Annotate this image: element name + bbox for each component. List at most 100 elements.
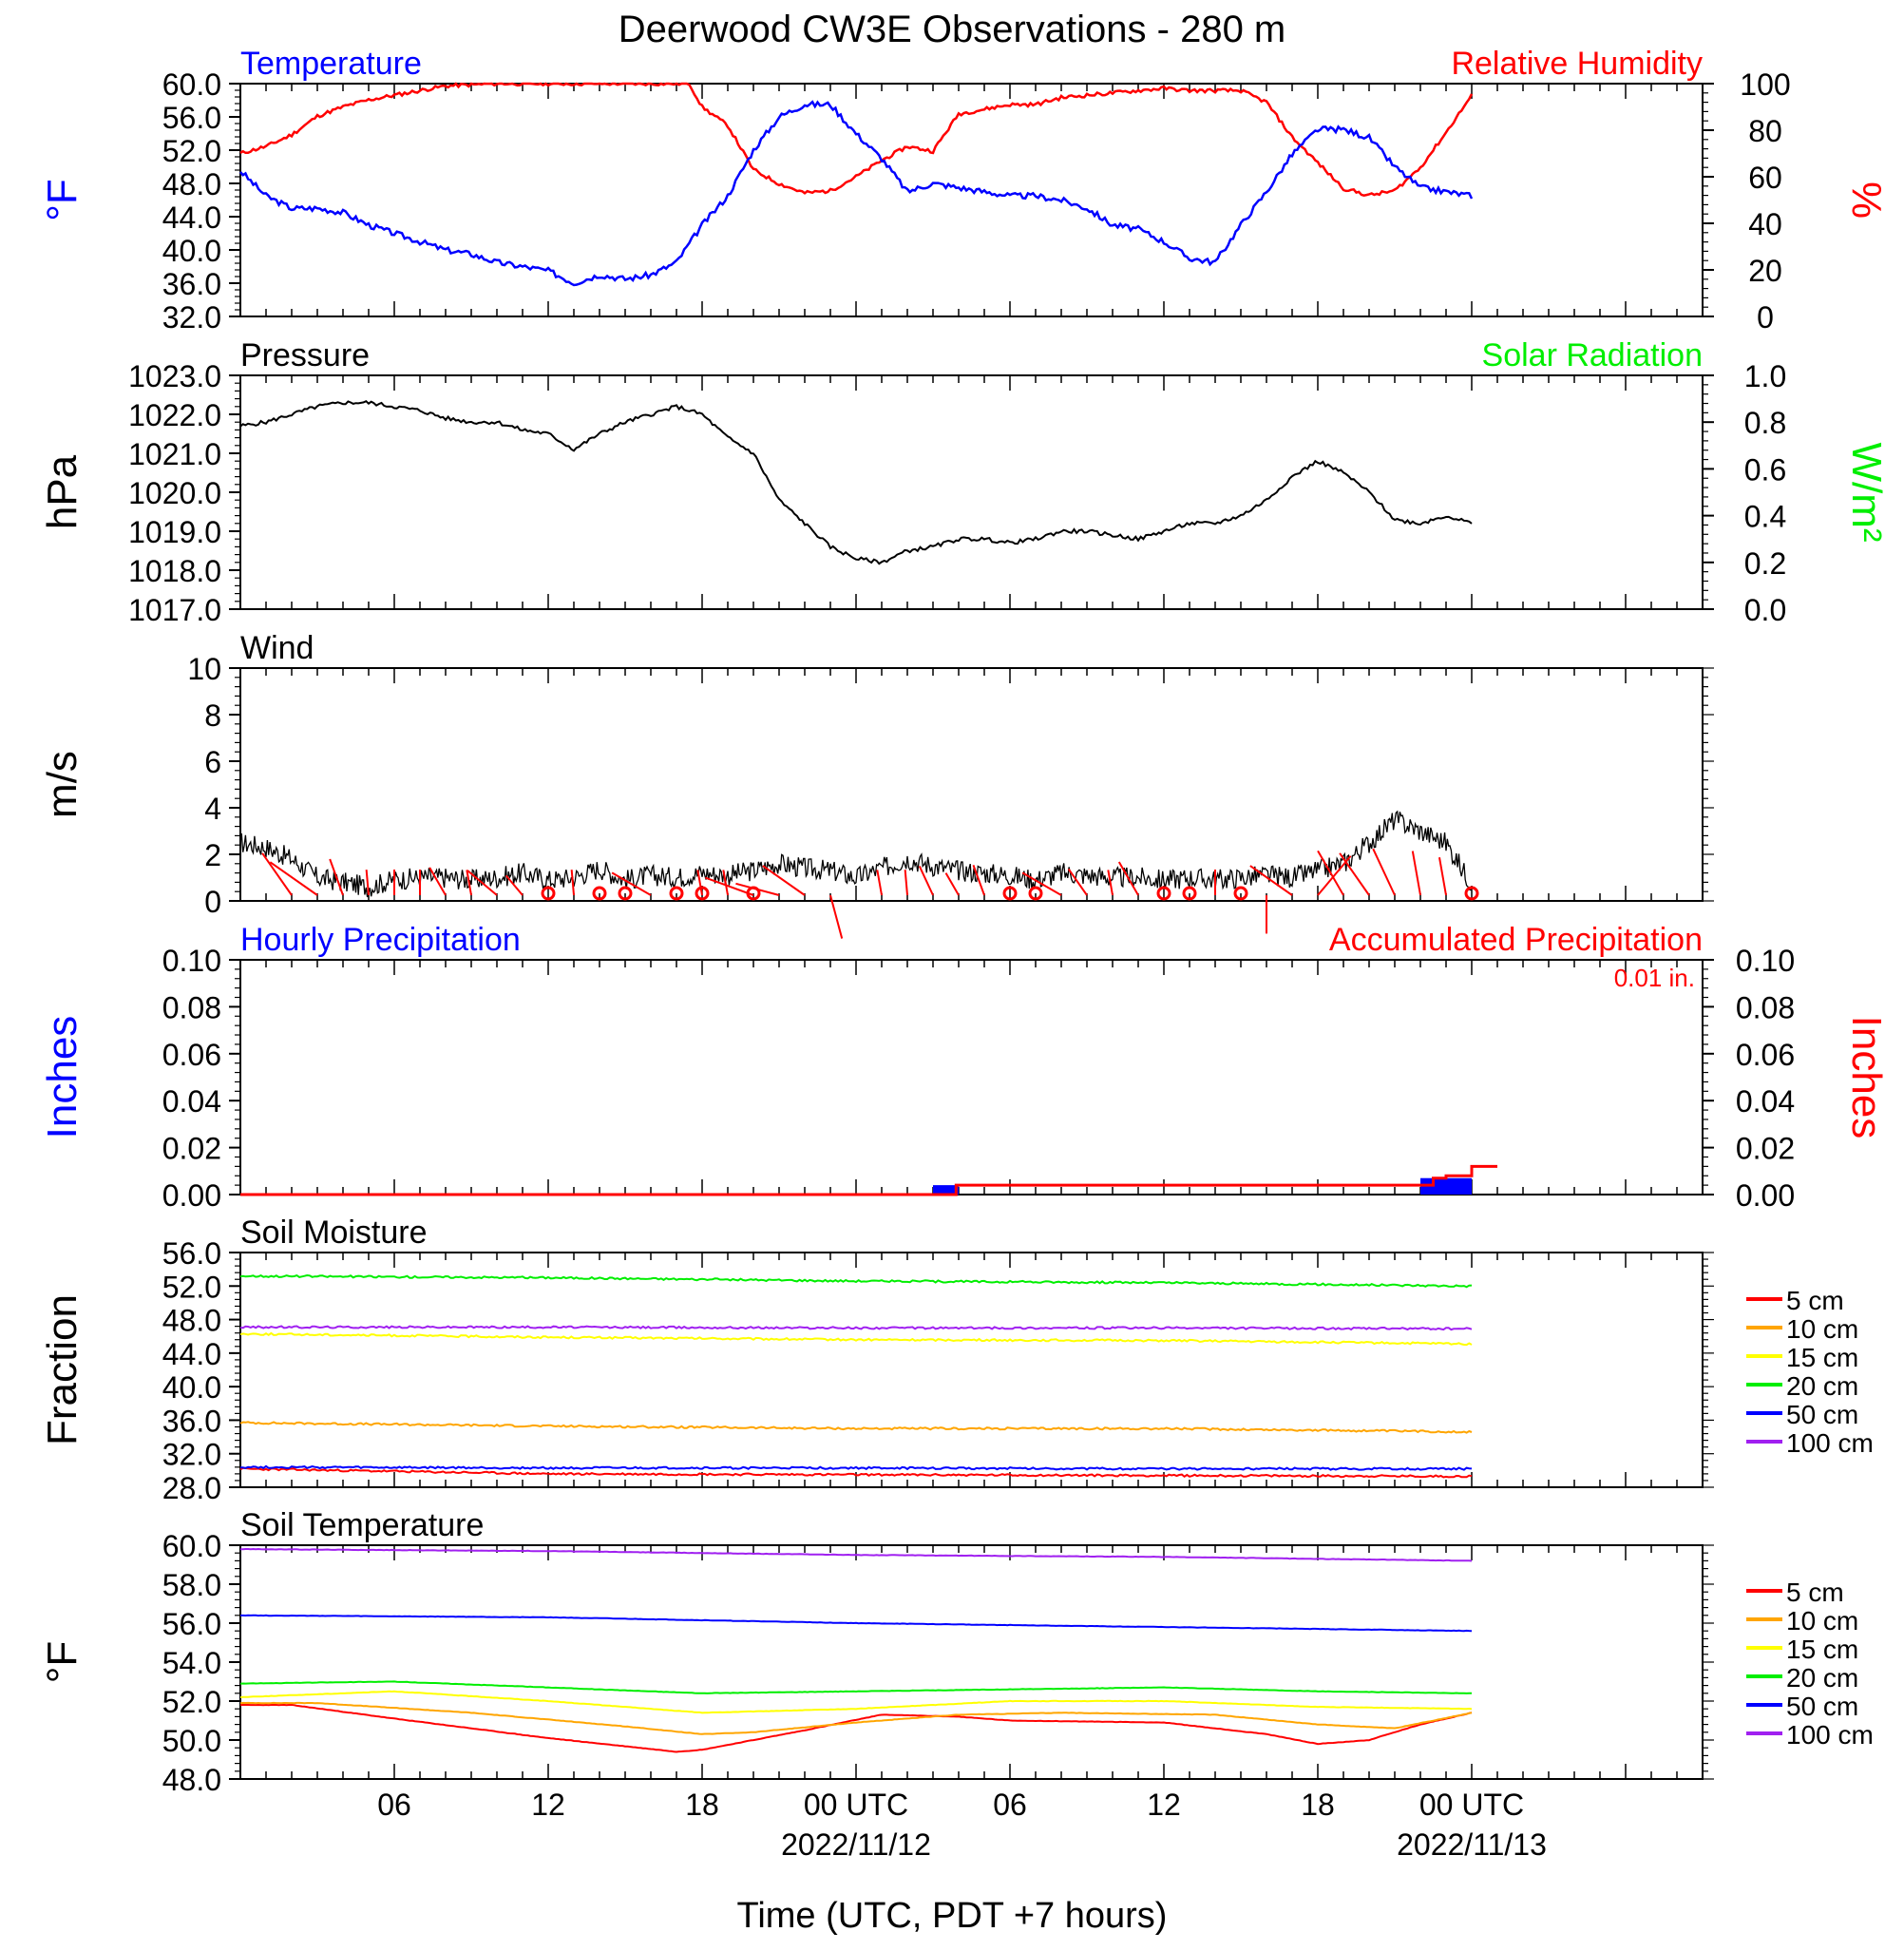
x-tick-label: 12: [531, 1788, 565, 1822]
panel-title-wind: Wind: [240, 630, 314, 666]
wind-barb: [705, 876, 754, 896]
y-axis-label: m/s: [39, 751, 86, 818]
y-tick-label-right: 0.10: [1736, 944, 1795, 978]
y-tick-label-right: 0.0: [1744, 593, 1786, 627]
y-axis-label: Inches: [39, 1016, 86, 1139]
series-relative-humidity: [239, 82, 1474, 197]
legend-entry: 100 cm: [1786, 1720, 1874, 1750]
calm-wind-marker: [746, 886, 761, 901]
y-tick-label-right: 0.06: [1736, 1038, 1795, 1072]
wind-barb: [466, 870, 498, 896]
y-axis-label-right: %: [1843, 182, 1890, 219]
y-tick-label: 32.0: [162, 1438, 221, 1472]
y-tick-label: 0.08: [162, 990, 221, 1024]
hourly-precip-bar: [933, 1185, 959, 1195]
accumulated-total-label: 0.01 in.: [1614, 964, 1695, 992]
calm-wind-marker: [1233, 886, 1248, 901]
y-tick-label-right: 0.08: [1736, 990, 1795, 1024]
y-tick-label: 60.0: [162, 67, 221, 102]
calm-wind-marker: [1002, 886, 1018, 901]
plot-frame: [239, 959, 1704, 1195]
y-axis-label: Fraction: [39, 1294, 86, 1445]
y-tick-label: 0.10: [162, 944, 221, 978]
y-tick-label: 4: [204, 792, 221, 826]
wind-barb: [829, 894, 844, 939]
calm-wind-marker: [592, 886, 607, 901]
legend-entry: 100 cm: [1786, 1428, 1874, 1458]
y-tick-label: 0.02: [162, 1132, 221, 1166]
legend-entry: 15 cm: [1786, 1635, 1858, 1664]
wind-barb: [365, 870, 370, 896]
y-tick-label: 48.0: [162, 167, 221, 201]
panel-title-solar-radiation: Solar Radiation: [1482, 337, 1703, 373]
x-axis: 06 12 18 00 UTC 06 12 18 00 UTC 2022/11/12 2022/1…: [377, 1788, 1547, 1862]
y-tick-label-right: 100: [1740, 67, 1790, 102]
y-tick-label: 1022.0: [128, 398, 221, 432]
wind-barb: [1107, 870, 1114, 896]
y-tick-label-right: 1.0: [1744, 359, 1786, 393]
calm-wind-marker: [1182, 886, 1197, 901]
series-wind-speed: [239, 810, 1473, 898]
calm-wind-marker: [1156, 886, 1171, 901]
y-axis-label-right: W/m²: [1843, 442, 1890, 542]
panel-precipitation: 0.10 0.08 0.06 0.04 0.02 0.00 0.10 0.08 0.06 0.04…: [39, 922, 1890, 1213]
y-tick-label-right: 20: [1748, 254, 1782, 288]
y-tick-label: 0.06: [162, 1038, 221, 1072]
hourly-precip-bar: [1446, 1177, 1472, 1195]
y-tick-label: 1021.0: [128, 437, 221, 471]
wind-barb: [466, 870, 472, 896]
x-tick-label: 18: [685, 1788, 719, 1822]
calm-wind-marker: [541, 886, 556, 901]
panel-title-hourly-precipitation: Hourly Precipitation: [240, 922, 521, 958]
wind-barb: [1249, 865, 1293, 896]
y-tick-label: 1019.0: [128, 515, 221, 549]
y-tick-label: 36.0: [162, 1404, 221, 1438]
y-tick-label: 54.0: [162, 1646, 221, 1680]
wind-barb: [1438, 857, 1447, 896]
y-tick-label-right: 40: [1748, 207, 1782, 241]
panel-title: Soil Moisture: [240, 1215, 428, 1251]
legend-entry: 5 cm: [1786, 1286, 1844, 1315]
series-10-cm: [239, 1421, 1473, 1434]
y-tick-label-right: 0.00: [1736, 1178, 1795, 1213]
y-tick-label: 2: [204, 838, 221, 872]
y-tick-label-right: 0.02: [1736, 1132, 1795, 1166]
y-tick-label: 56.0: [162, 1236, 221, 1271]
panel-temperature-rh: 60.056.052.048.044.040.036.032.0 100 80 60 4…: [39, 46, 1890, 335]
panel-wind: 10 8 6 4 2 0 Wind m/s: [39, 630, 1714, 939]
x-axis-label: Time (UTC, PDT +7 hours): [737, 1896, 1168, 1936]
wind-barb: [1021, 871, 1062, 896]
plot-frame: [239, 83, 1704, 317]
y-axis-label: hPa: [39, 454, 86, 529]
wind-barb: [505, 874, 524, 896]
legend-entry: 15 cm: [1786, 1343, 1858, 1372]
calm-wind-marker: [669, 886, 684, 901]
y-tick-label: 1023.0: [128, 359, 221, 393]
y-tick-label-right: 80: [1748, 114, 1782, 148]
wind-barb: [1411, 851, 1421, 896]
y-tick-label: 0.04: [162, 1084, 221, 1119]
y-tick-label: 50.0: [162, 1724, 221, 1758]
legend-entry: 5 cm: [1786, 1578, 1844, 1607]
y-tick-label-right: 0.8: [1744, 406, 1786, 440]
x-tick-label: 06: [993, 1788, 1027, 1822]
y-tick-label-right: 0.6: [1744, 452, 1786, 487]
y-tick-label: 44.0: [162, 1337, 221, 1371]
y-axis-label: °F: [39, 1641, 86, 1683]
wind-barb: [611, 871, 652, 896]
series-pressure: [239, 400, 1473, 565]
series-5-cm: [239, 1703, 1473, 1753]
x-date-label: 2022/11/13: [1397, 1827, 1547, 1862]
series-accumulated-precipitation: [240, 1164, 1497, 1196]
legend-entry: 10 cm: [1786, 1314, 1858, 1344]
wind-barb: [261, 852, 293, 896]
legend-entry: 20 cm: [1786, 1663, 1858, 1693]
y-tick-label: 58.0: [162, 1568, 221, 1602]
wind-barb: [1372, 848, 1396, 896]
wind-barb: [696, 870, 703, 896]
calm-wind-marker: [618, 886, 633, 901]
y-tick-label-right: 0.04: [1736, 1084, 1795, 1119]
series-temperature: [239, 100, 1474, 287]
y-tick-label: 56.0: [162, 101, 221, 135]
wind-barb: [1317, 850, 1344, 896]
